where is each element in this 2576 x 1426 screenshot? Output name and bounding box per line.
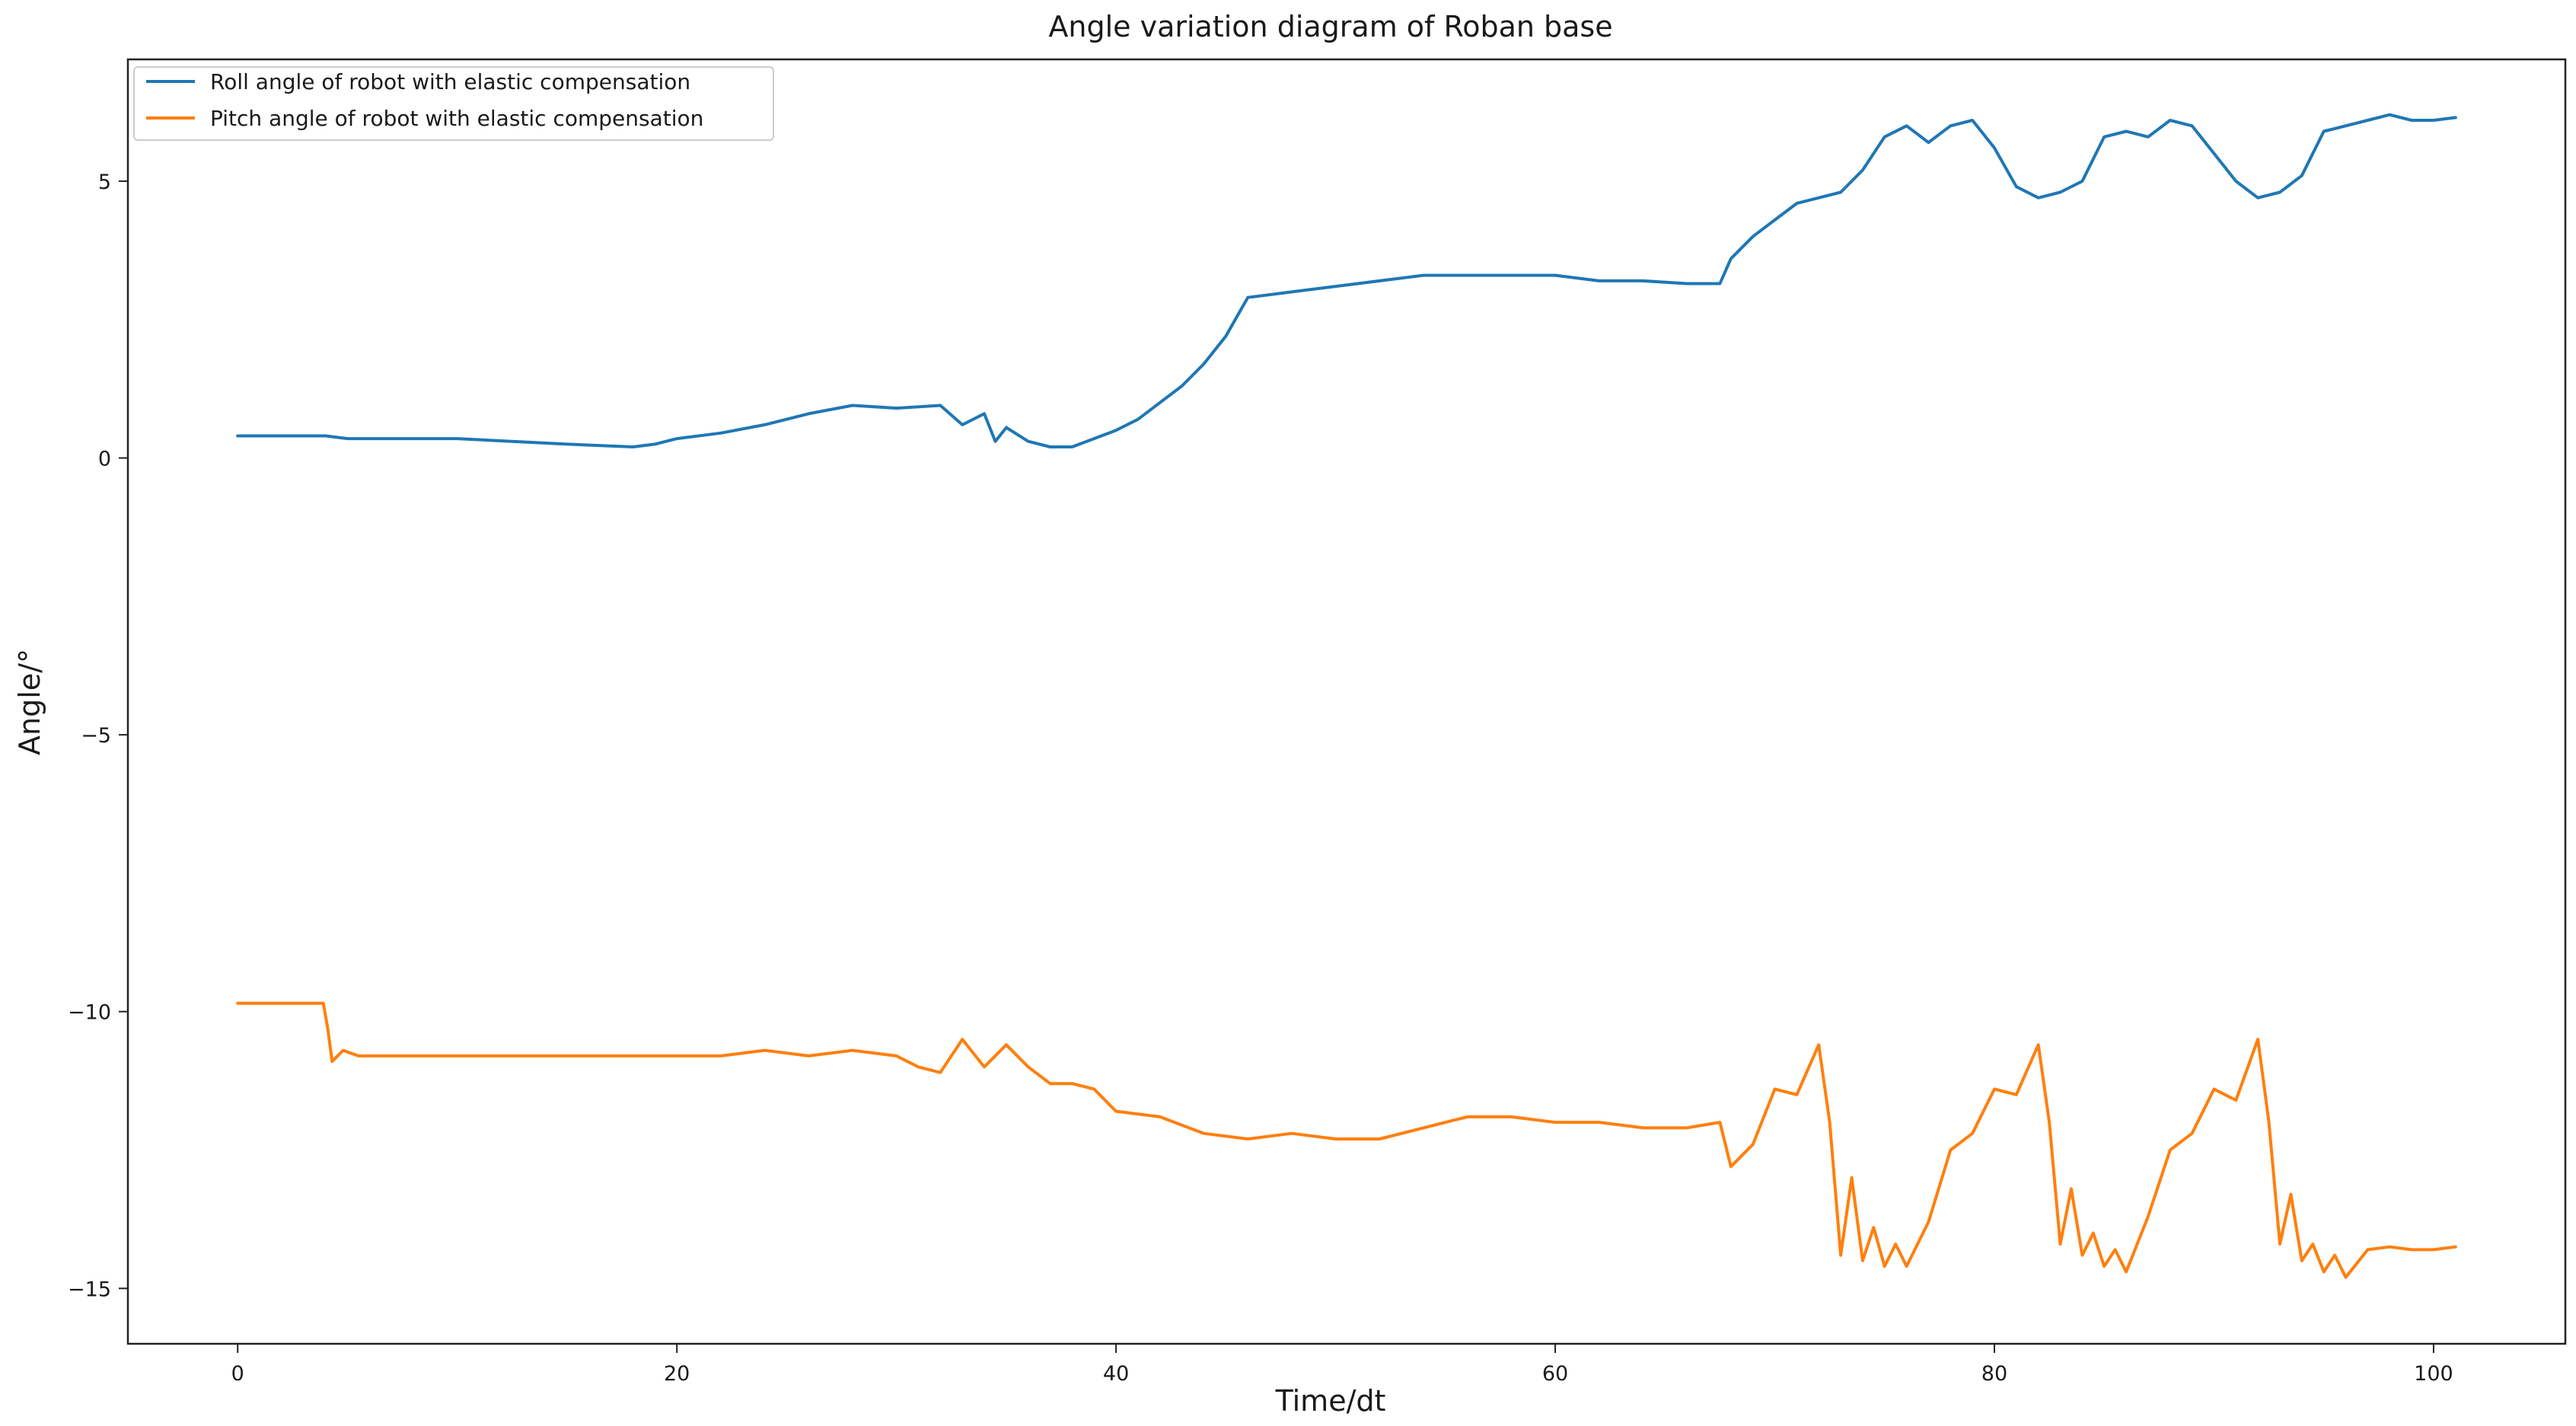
- y-axis-label: Angle/°: [13, 649, 46, 755]
- chart-title: Angle variation diagram of Roban base: [1048, 10, 1612, 43]
- plot-frame: [126, 58, 2567, 1345]
- x-tick-label: 20: [664, 1362, 690, 1386]
- y-tick-label: −10: [68, 1001, 111, 1025]
- legend-label-pitch: Pitch angle of robot with elastic compen…: [210, 106, 703, 131]
- x-tick-label: 0: [231, 1362, 244, 1386]
- y-tick-label: 0: [98, 448, 111, 471]
- x-tick-label: 60: [1542, 1362, 1568, 1386]
- x-axis-ticks: 0 20 40 60 80 100: [231, 1344, 2453, 1386]
- pitch-angle-line: [236, 1001, 2457, 1279]
- y-tick-label: 5: [98, 171, 111, 194]
- x-tick-label: 100: [2414, 1362, 2453, 1386]
- series-layer: [236, 113, 2457, 1279]
- x-tick-label: 80: [1981, 1362, 2007, 1386]
- legend-box: [133, 66, 774, 141]
- legend: Roll angle of robot with elastic compens…: [133, 66, 774, 141]
- y-tick-label: −15: [68, 1278, 111, 1301]
- roll-angle-line: [236, 113, 2457, 448]
- y-axis-ticks: 5 0 −5 −10 −15: [68, 171, 128, 1301]
- y-tick-label: −5: [81, 724, 111, 748]
- x-axis-label: Time/dt: [1275, 1384, 1386, 1418]
- x-tick-label: 40: [1103, 1362, 1129, 1386]
- legend-label-roll: Roll angle of robot with elastic compens…: [210, 69, 690, 94]
